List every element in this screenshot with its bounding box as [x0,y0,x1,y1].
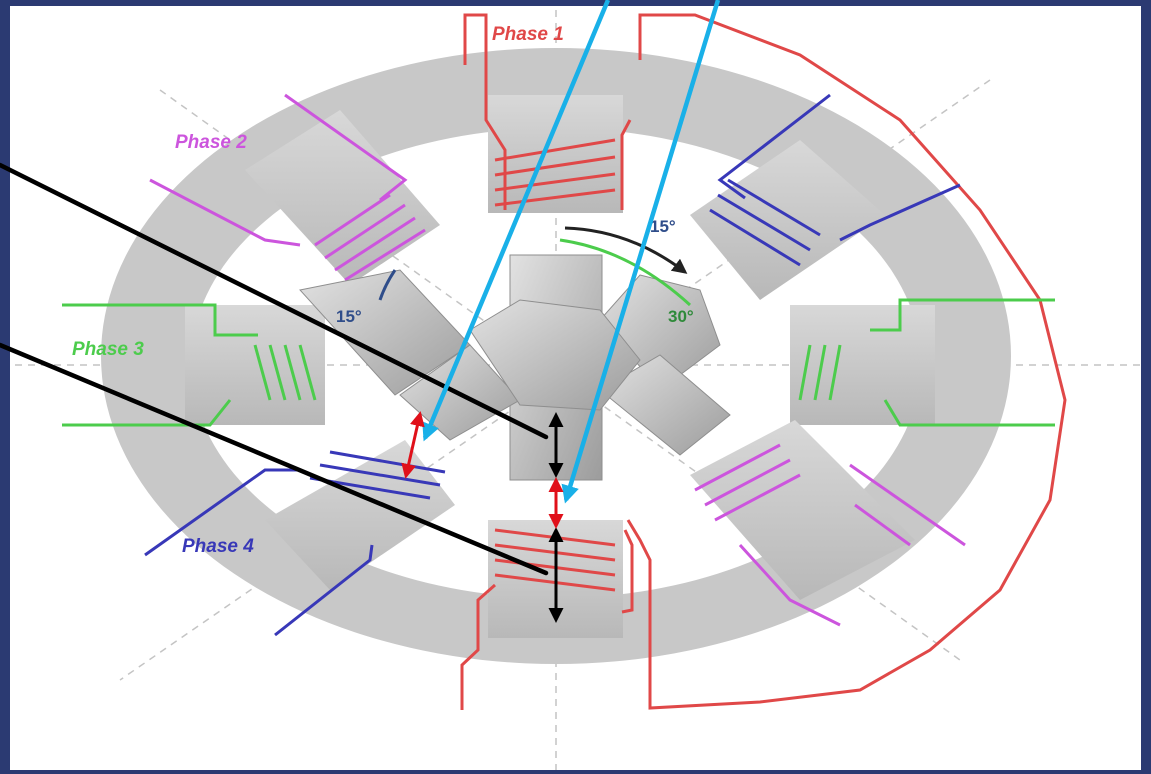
phase1-label: Phase 1 [492,24,564,45]
phase4-windings [144,93,961,637]
phase2-label: Phase 2 [175,132,247,153]
rotor [299,254,731,481]
step-angle-top-label: 15° [650,217,676,236]
stator-poles [185,95,935,638]
blue-pointers [422,0,721,504]
airgap-arrows [401,411,564,529]
black-pointers [0,162,549,576]
rotor-angle-label: 30° [668,307,694,326]
phase4-label: Phase 4 [182,536,254,557]
phase3-label: Phase 3 [72,339,144,360]
phase2-windings [149,93,966,627]
step-angle-left-label: 15° [336,307,362,326]
rotation-arrows [378,226,692,307]
phase3-windings [62,298,1055,427]
